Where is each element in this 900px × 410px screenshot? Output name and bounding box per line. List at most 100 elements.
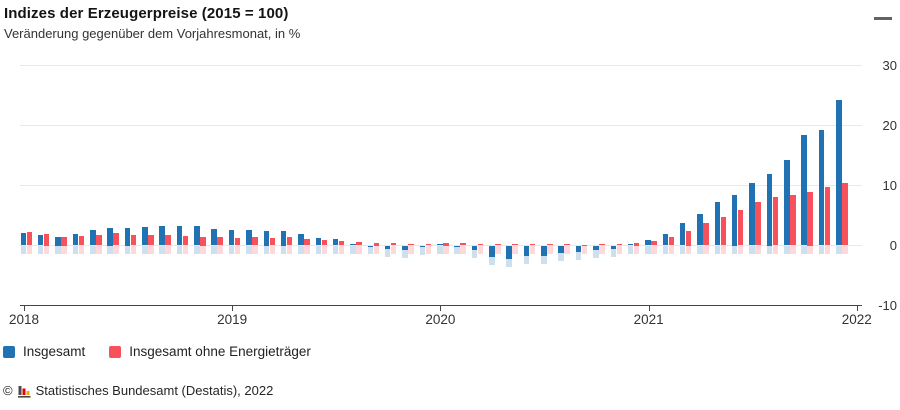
bar-ohne-energietraeger-2021-05[interactable]	[720, 216, 727, 246]
bar-ohne-energietraeger-2020-09[interactable]	[581, 244, 588, 246]
bar-insgesamt-2019-07[interactable]	[332, 238, 339, 246]
bar-insgesamt-2018-08[interactable]	[142, 226, 148, 246]
bar-ohne-energietraeger-2021-02[interactable]	[668, 237, 675, 246]
bar-insgesamt-2019-03[interactable]	[263, 230, 269, 246]
bar-insgesamt-2020-08[interactable]	[558, 245, 564, 253]
bar-ohne-energietraeger-2021-06[interactable]	[737, 210, 744, 246]
bar-ohne-energietraeger-2021-09[interactable]	[790, 195, 796, 246]
bar-ohne-energietraeger-2018-12[interactable]	[217, 237, 223, 246]
bar-ohne-energietraeger-2021-10[interactable]	[807, 191, 813, 246]
bar-insgesamt-2020-02[interactable]	[454, 245, 460, 247]
bar-ohne-energietraeger-2021-03[interactable]	[685, 230, 692, 246]
bar-insgesamt-2020-09[interactable]	[575, 245, 582, 252]
bar-ohne-energietraeger-2021-07[interactable]	[755, 201, 761, 246]
bar-insgesamt-2019-02[interactable]	[246, 229, 252, 246]
bar-insgesamt-2021-08[interactable]	[766, 173, 773, 246]
bar-insgesamt-2021-11[interactable]	[818, 130, 825, 246]
bar-insgesamt-2018-10[interactable]	[176, 225, 183, 246]
bar-ohne-energietraeger-2020-07[interactable]	[547, 243, 553, 246]
bar-insgesamt-2019-08[interactable]	[350, 243, 356, 246]
bar-ohne-energietraeger-2019-09[interactable]	[373, 242, 380, 246]
bar-ohne-energietraeger-2020-05[interactable]	[512, 244, 518, 246]
bar-insgesamt-2018-11[interactable]	[194, 226, 200, 246]
bar-insgesamt-2020-04[interactable]	[489, 245, 495, 257]
legend-item-ohne-energietraeger[interactable]: Insgesamt ohne Energieträger	[109, 344, 311, 359]
bar-insgesamt-2018-12[interactable]	[211, 229, 217, 246]
bar-ohne-energietraeger-2020-02[interactable]	[460, 243, 466, 246]
bar-insgesamt-2019-01[interactable]	[228, 229, 235, 246]
bar-ohne-energietraeger-2021-01[interactable]	[651, 240, 657, 246]
bar-insgesamt-2021-07[interactable]	[749, 183, 755, 246]
bar-ohne-energietraeger-2018-09[interactable]	[165, 235, 171, 246]
bar-ohne-energietraeger-2021-04[interactable]	[703, 222, 709, 246]
bar-ohne-energietraeger-2018-02[interactable]	[43, 233, 50, 246]
bar-insgesamt-2021-12[interactable]	[836, 100, 842, 246]
bar-insgesamt-2018-06[interactable]	[107, 227, 113, 246]
bar-insgesamt-2020-11[interactable]	[610, 245, 616, 249]
bar-insgesamt-2021-05[interactable]	[714, 202, 721, 246]
chart-menu-button[interactable]	[873, 8, 893, 25]
bar-insgesamt-2018-07[interactable]	[124, 227, 131, 246]
bar-ohne-energietraeger-2019-11[interactable]	[408, 243, 414, 246]
bar-ohne-energietraeger-2018-04[interactable]	[78, 235, 85, 246]
bar-insgesamt-2021-02[interactable]	[662, 234, 669, 246]
bar-ohne-energietraeger-2018-01[interactable]	[26, 232, 33, 246]
bar-ohne-energietraeger-2021-08[interactable]	[772, 196, 779, 246]
bar-ohne-energietraeger-2021-11[interactable]	[824, 187, 831, 246]
bar-ohne-energietraeger-2019-07[interactable]	[338, 240, 345, 246]
bar-insgesamt-2020-05[interactable]	[506, 245, 512, 259]
bar-ohne-energietraeger-2018-03[interactable]	[61, 236, 67, 246]
bar-ohne-energietraeger-2018-06[interactable]	[113, 232, 119, 246]
bar-insgesamt-2019-10[interactable]	[384, 245, 391, 250]
bar-ohne-energietraeger-2020-06[interactable]	[529, 244, 536, 246]
bar-insgesamt-2020-01[interactable]	[437, 244, 443, 246]
bar-insgesamt-2021-04[interactable]	[697, 214, 703, 246]
bar-insgesamt-2020-06[interactable]	[523, 245, 530, 257]
bar-insgesamt-2020-12[interactable]	[627, 244, 634, 246]
bar-ohne-energietraeger-2020-01[interactable]	[443, 242, 449, 246]
bar-insgesamt-2018-05[interactable]	[90, 229, 96, 246]
bar-ohne-energietraeger-2018-10[interactable]	[182, 235, 189, 246]
bar-ohne-energietraeger-2019-05[interactable]	[304, 238, 310, 246]
bar-ohne-energietraeger-2019-06[interactable]	[321, 240, 328, 246]
bar-insgesamt-2018-03[interactable]	[55, 236, 61, 246]
legend-item-insgesamt[interactable]: Insgesamt	[3, 344, 85, 359]
bar-ohne-energietraeger-2019-03[interactable]	[269, 237, 275, 246]
bar-insgesamt-2020-03[interactable]	[471, 245, 478, 251]
bar-ohne-energietraeger-2019-02[interactable]	[252, 237, 258, 246]
bar-ohne-energietraeger-2018-05[interactable]	[96, 234, 102, 246]
bar-insgesamt-2021-01[interactable]	[645, 240, 651, 246]
bar-ohne-energietraeger-2021-12[interactable]	[842, 183, 848, 246]
bar-ohne-energietraeger-2019-08[interactable]	[356, 241, 362, 246]
bar-insgesamt-2021-06[interactable]	[731, 194, 738, 246]
bar-ohne-energietraeger-2018-07[interactable]	[130, 234, 137, 246]
bar-ohne-energietraeger-2020-10[interactable]	[599, 244, 605, 246]
bar-ohne-energietraeger-2019-12[interactable]	[425, 243, 432, 246]
bar-insgesamt-2019-12[interactable]	[419, 245, 426, 247]
bar-insgesamt-2020-10[interactable]	[593, 245, 599, 250]
bar-ohne-energietraeger-2018-11[interactable]	[200, 236, 206, 246]
gridline-30	[20, 65, 862, 66]
bar-insgesamt-2021-09[interactable]	[784, 160, 790, 246]
bar-ohne-energietraeger-2019-04[interactable]	[286, 237, 293, 246]
bar-insgesamt-2020-07[interactable]	[541, 245, 547, 256]
bar-ohne-energietraeger-2019-01[interactable]	[234, 237, 241, 246]
bar-ohne-energietraeger-2020-11[interactable]	[616, 243, 622, 246]
bar-insgesamt-2019-06[interactable]	[315, 238, 322, 246]
bar-insgesamt-2018-02[interactable]	[37, 234, 44, 246]
bar-ohne-energietraeger-2020-03[interactable]	[477, 243, 484, 246]
bar-insgesamt-2018-01[interactable]	[20, 232, 27, 246]
bar-ohne-energietraeger-2020-12[interactable]	[633, 242, 640, 246]
bar-insgesamt-2021-10[interactable]	[801, 135, 807, 246]
bar-insgesamt-2021-03[interactable]	[679, 223, 686, 246]
bar-insgesamt-2019-05[interactable]	[298, 234, 304, 246]
bar-insgesamt-2019-09[interactable]	[367, 245, 374, 247]
bar-ohne-energietraeger-2019-10[interactable]	[390, 243, 397, 246]
bar-ohne-energietraeger-2020-08[interactable]	[564, 243, 570, 246]
bar-insgesamt-2019-11[interactable]	[402, 245, 408, 250]
bar-ohne-energietraeger-2020-04[interactable]	[495, 243, 501, 246]
bar-ohne-energietraeger-2018-08[interactable]	[148, 234, 154, 246]
bar-insgesamt-2018-09[interactable]	[159, 226, 165, 246]
bar-insgesamt-2018-04[interactable]	[72, 234, 79, 246]
bar-insgesamt-2019-04[interactable]	[280, 230, 287, 246]
